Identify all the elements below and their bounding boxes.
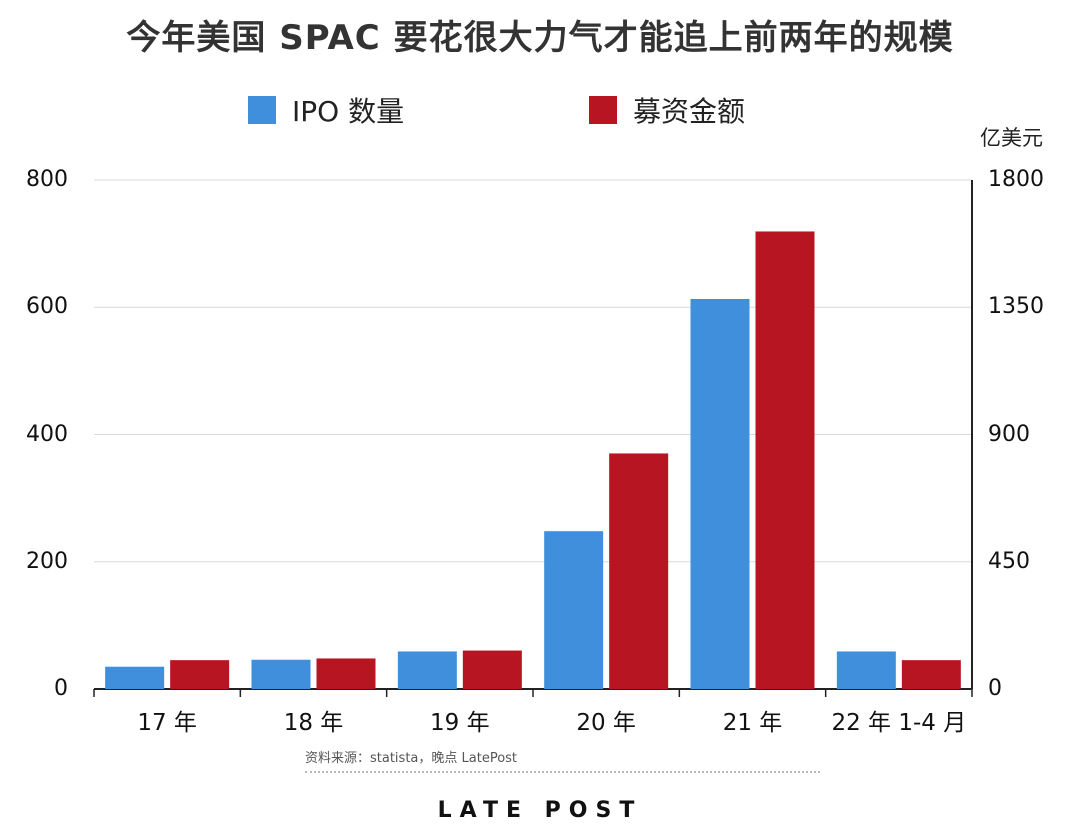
legend-item-amount: 募资金额 [589, 90, 745, 130]
bar-raised-amount [316, 658, 376, 689]
right-axis-unit: 亿美元 [980, 126, 1043, 150]
y-right-tick-label: 900 [988, 421, 1030, 447]
y-right-tick-label: 450 [988, 548, 1030, 574]
y-left-tick-label: 200 [26, 548, 68, 574]
legend-label-ipo: IPO 数量 [292, 95, 405, 128]
x-tick-label: 20 年 [576, 710, 636, 736]
dotted-divider [305, 771, 820, 773]
bar-raised-amount [462, 650, 522, 689]
bar-raised-amount [609, 453, 669, 689]
legend-swatch-ipo [248, 96, 276, 124]
y-right-tick-label: 1800 [988, 167, 1044, 192]
bar-raised-amount [755, 231, 815, 689]
chart-title: 今年美国 SPAC 要花很大力气才能追上前两年的规模 [126, 18, 954, 58]
bar-ipo-count [397, 651, 457, 689]
y-left-tick-label: 800 [26, 167, 68, 192]
y-left-tick-label: 400 [26, 421, 68, 447]
bar-ipo-count [105, 666, 165, 689]
y-right-tick-label: 0 [988, 676, 1002, 701]
y-left-tick-label: 600 [26, 294, 68, 320]
legend-swatch-amount [589, 96, 617, 124]
x-tick-label: 18 年 [283, 710, 344, 736]
bar-raised-amount [170, 660, 230, 689]
y-left-tick-label: 0 [54, 676, 68, 701]
bar-ipo-count [690, 298, 750, 689]
legend-label-amount: 募资金额 [633, 95, 746, 128]
x-tick-label: 17 年 [137, 710, 197, 736]
source-note: 资料来源：statista，晚点 LatePost [305, 751, 518, 766]
bar-ipo-count [836, 651, 896, 689]
bar-raised-amount [901, 660, 961, 689]
bar-ipo-count [544, 531, 604, 689]
x-tick-label: 19 年 [430, 710, 490, 736]
y-right-tick-label: 1350 [988, 294, 1044, 320]
legend: IPO 数量 募资金额 [0, 90, 1080, 130]
bar-ipo-count [251, 659, 311, 689]
legend-item-ipo: IPO 数量 [248, 90, 404, 130]
x-tick-label: 22 年 1-4 月 [831, 710, 967, 736]
brand-logo: LATE POST [437, 798, 643, 823]
x-tick-label: 21 年 [722, 710, 783, 736]
